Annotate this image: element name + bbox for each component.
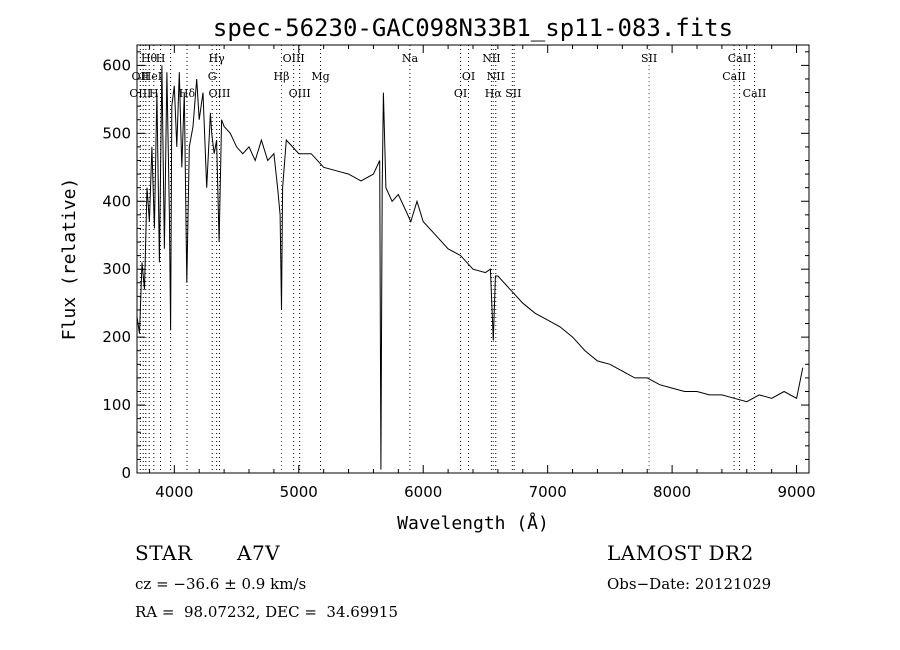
y-axis: 0 100 200 300 400 500 600 (102, 51, 809, 482)
line-label-24: CaII (743, 87, 767, 100)
x-tick-label-4: 8000 (653, 483, 691, 501)
line-label-8: G (208, 70, 217, 83)
line-label-9: OIII (208, 87, 230, 100)
x-tick-label-3: 7000 (529, 483, 567, 501)
line-label-6: Hδ (179, 87, 196, 100)
line-label-13: OIII (289, 87, 311, 100)
y-tick-label-1: 100 (102, 396, 131, 414)
y-tick-label-5: 500 (102, 124, 131, 142)
spectrum-line-0 (136, 65, 804, 470)
line-label-21: SII (641, 52, 657, 65)
y-tick-label-0: 0 (121, 464, 131, 482)
line-label-4: OIII (129, 87, 151, 100)
line-label-7: Hγ (209, 52, 226, 65)
line-label-0: Hθ (141, 52, 158, 65)
line-label-1: H (156, 52, 166, 65)
line-label-14: Na (402, 52, 419, 65)
plot-frame (136, 44, 810, 474)
y-tick-label-2: 200 (102, 328, 131, 346)
line-label-2: OII (132, 70, 150, 83)
x-tick-label-1: 5000 (280, 483, 318, 501)
line-label-20: SII (505, 87, 521, 100)
line-label-22: CaII (728, 52, 752, 65)
line-label-11: Hβ (274, 70, 290, 83)
line-label-17: NII (487, 70, 505, 83)
observation-date: Obs−Date: 20121029 (607, 575, 772, 593)
x-tick-label-0: 4000 (155, 483, 193, 501)
line-label-16: OI (462, 70, 475, 83)
y-axis-label: Flux (relative) (59, 178, 80, 341)
object-class: STAR (135, 541, 193, 565)
chart-title: spec-56230-GAC098N33B1_sp11-083.fits (213, 14, 733, 42)
line-label-15: NII (482, 52, 500, 65)
line-label-10: OIII (283, 52, 305, 65)
line-label-3: HeI (142, 70, 162, 83)
line-label-18: OI (454, 87, 467, 100)
line-label-19: Hα (485, 87, 503, 100)
survey-name: LAMOST DR2 (607, 541, 754, 565)
line-label-12: Mg (311, 70, 329, 83)
emission-line-markers (139, 45, 755, 473)
y-tick-label-3: 300 (102, 260, 131, 278)
x-tick-label-2: 6000 (404, 483, 442, 501)
y-tick-label-6: 600 (102, 56, 131, 74)
y-tick-label-4: 400 (102, 192, 131, 210)
coordinates: RA = 98.07232, DEC = 34.69915 (135, 603, 399, 621)
spectral-subclass: A7V (237, 541, 281, 565)
redshift-velocity: cz = −36.6 ± 0.9 km/s (135, 575, 307, 593)
x-axis-label: Wavelength (Å) (397, 512, 549, 534)
line-label-5: H (149, 87, 159, 100)
line-label-23: CaII (722, 70, 746, 83)
spectrum-series (136, 65, 804, 470)
x-axis: 4000 5000 6000 7000 8000 9000 (148, 45, 816, 501)
x-tick-label-5: 9000 (777, 483, 815, 501)
